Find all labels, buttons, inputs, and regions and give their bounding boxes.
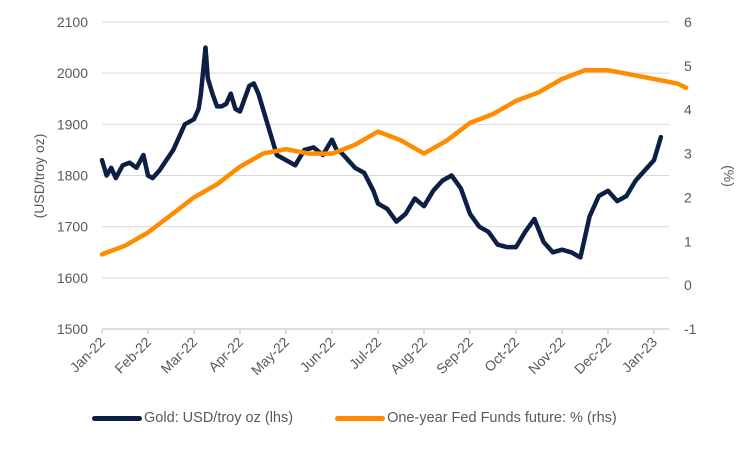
gold-price-line	[99, 45, 664, 260]
legend-label-fed-funds: One-year Fed Funds future: % (rhs)	[387, 410, 617, 426]
y2-tick-label: 5	[684, 58, 692, 74]
legend-swatch-gold	[92, 415, 142, 421]
y2-tick-label: 3	[684, 146, 692, 162]
y-tick-label: 1500	[57, 321, 88, 337]
x-tick-label: Apr-22	[205, 334, 246, 375]
x-tick-label: Feb-22	[111, 334, 154, 377]
y-tick-label: 2000	[57, 65, 88, 81]
y-tick-label: 1900	[57, 116, 88, 132]
y2-tick-label: 4	[684, 102, 692, 118]
y-tick-label: 1600	[57, 270, 88, 286]
x-tick-label: Jul-22	[346, 334, 384, 372]
x-tick-label: May-22	[248, 334, 292, 378]
y-tick-label: 1700	[57, 219, 88, 235]
x-tick-label: Sep-22	[433, 334, 476, 377]
x-tick-label: Mar-22	[157, 334, 200, 377]
x-axis: Jan-22 Feb-22 Mar-22 Apr-22 May-22 Jun-22 Jul-…	[67, 328, 669, 378]
legend: Gold: USD/troy oz (lhs) One-year Fed Fun…	[92, 410, 659, 426]
x-tick-label: Jan-22	[67, 334, 109, 376]
y-axis-left-title: (USD/troy oz)	[31, 134, 47, 219]
y-tick-label: 1800	[57, 168, 88, 184]
y2-tick-label: 6	[684, 14, 692, 30]
legend-item-gold: Gold: USD/troy oz (lhs)	[92, 410, 293, 426]
y-axis-left: 1500 1600 1700 1800 1900 2000 2100	[57, 14, 88, 337]
gridlines	[102, 21, 669, 279]
y2-tick-label: 0	[684, 277, 692, 293]
legend-swatch-fed-funds	[335, 415, 386, 421]
y2-tick-label: -1	[684, 321, 697, 337]
x-tick-label: Aug-22	[387, 334, 430, 377]
x-tick-label: Nov-22	[525, 334, 568, 377]
legend-label-gold: Gold: USD/troy oz (lhs)	[144, 410, 294, 426]
fed-funds-line	[99, 67, 689, 257]
x-tick-label: Jun-22	[297, 334, 339, 376]
y2-tick-label: 2	[684, 189, 692, 205]
series-group	[99, 45, 689, 260]
y2-tick-label: 1	[684, 233, 692, 249]
x-tick-label: Dec-22	[571, 334, 614, 377]
y-tick-label: 2100	[57, 14, 88, 30]
y-axis-right: -1 0 1 2 3 4 5 6	[684, 14, 697, 337]
x-tick-label: Jan-23	[619, 334, 661, 376]
y-axis-right-title: (%)	[721, 165, 737, 187]
legend-item-fed-funds: One-year Fed Funds future: % (rhs)	[335, 410, 617, 426]
x-tick-label: Oct-22	[481, 334, 522, 375]
